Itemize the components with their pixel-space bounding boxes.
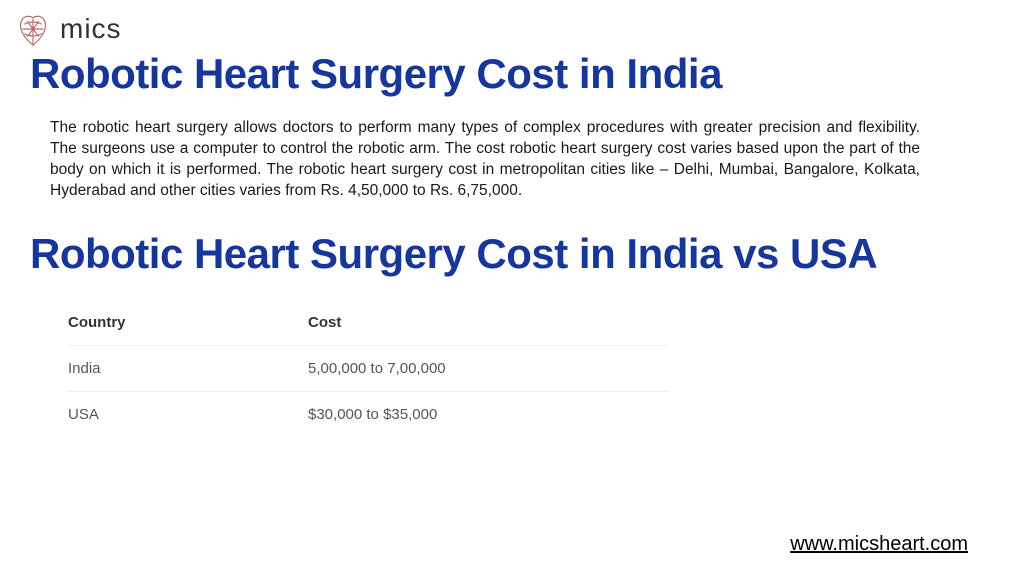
heart-icon bbox=[14, 10, 52, 48]
table-header-row: Country Cost bbox=[68, 300, 668, 345]
cost-comparison-table: Country Cost India 5,00,000 to 7,00,000 … bbox=[68, 300, 668, 437]
col-header-country: Country bbox=[68, 300, 308, 345]
brand-name: mics bbox=[60, 13, 122, 45]
intro-paragraph: The robotic heart surgery allows doctors… bbox=[50, 118, 920, 202]
cell-cost: 5,00,000 to 7,00,000 bbox=[308, 346, 628, 391]
brand-logo: mics bbox=[14, 10, 122, 48]
table-row: USA $30,000 to $35,000 bbox=[68, 391, 668, 437]
cell-country: India bbox=[68, 346, 308, 391]
cell-cost: $30,000 to $35,000 bbox=[308, 392, 628, 437]
footer-website-link[interactable]: www.micsheart.com bbox=[790, 533, 968, 556]
page: mics Robotic Heart Surgery Cost in India… bbox=[0, 0, 1024, 576]
page-title: Robotic Heart Surgery Cost in India bbox=[30, 50, 722, 98]
table-row: India 5,00,000 to 7,00,000 bbox=[68, 345, 668, 391]
col-header-cost: Cost bbox=[308, 300, 628, 345]
section-title-comparison: Robotic Heart Surgery Cost in India vs U… bbox=[30, 230, 877, 278]
cell-country: USA bbox=[68, 392, 308, 437]
